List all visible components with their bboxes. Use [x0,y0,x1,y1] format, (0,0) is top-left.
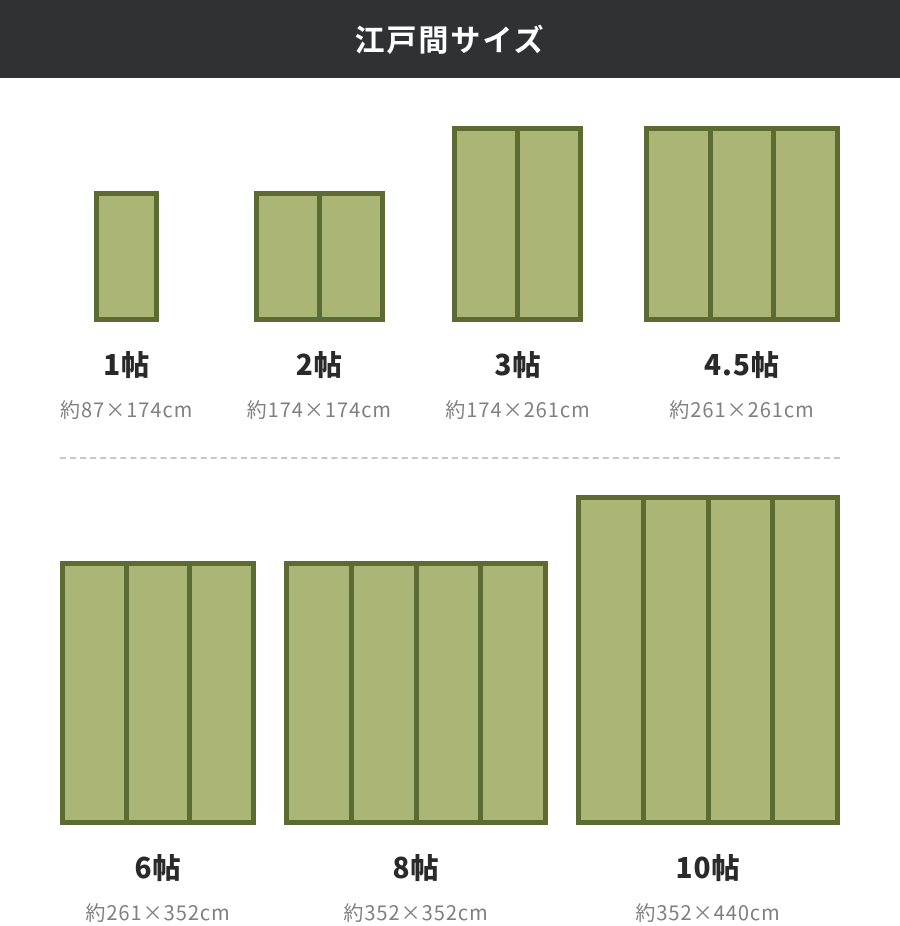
tatami-panel [317,196,380,317]
tatami-diagram [452,126,583,322]
size-label: 3帖 [494,344,541,384]
tatami-diagram [644,126,840,322]
size-dimensions: 約261×352cm [85,897,230,926]
size-dimensions: 約174×174cm [247,394,392,423]
tatami-panel [706,500,771,820]
tatami-panel [414,566,479,820]
tatami-panel [124,566,188,820]
size-item-8jo: 8帖 約352×352cm [284,561,548,926]
tatami-panel [349,566,414,820]
tatami-diagram [284,561,548,825]
size-row-1: 1帖 約87×174cm 2帖 約174×174cm 3帖 約174×261cm… [60,78,840,423]
tatami-panel [708,131,772,317]
size-label: 10帖 [675,847,740,887]
size-item-2jo: 2帖 約174×174cm [247,191,392,423]
size-row-2: 6帖 約261×352cm 8帖 約352×352cm 10帖 約352×440… [60,459,840,926]
size-dimensions: 約352×352cm [343,897,488,926]
tatami-panel [771,131,835,317]
size-label: 8帖 [392,847,439,887]
size-dimensions: 約87×174cm [60,394,193,423]
size-item-6jo: 6帖 約261×352cm [60,561,256,926]
size-dimensions: 約174×261cm [445,394,590,423]
tatami-panel [641,500,706,820]
size-item-10jo: 10帖 約352×440cm [576,495,840,926]
size-label: 2帖 [296,344,343,384]
size-label: 1帖 [103,344,150,384]
size-item-4-5jo: 4.5帖 約261×261cm [644,126,840,423]
size-label: 6帖 [134,847,181,887]
tatami-panel [289,566,349,820]
tatami-diagram [576,495,840,825]
tatami-panel [581,500,641,820]
tatami-panel [65,566,124,820]
page-title: 江戸間サイズ [354,16,545,60]
tatami-panel [457,131,515,317]
tatami-diagram [60,561,256,825]
page-title-bar: 江戸間サイズ [0,0,900,78]
size-dimensions: 約352×440cm [635,897,780,926]
size-label: 4.5帖 [704,344,780,384]
tatami-panel [187,566,251,820]
tatami-diagram [94,191,159,322]
tatami-panel [99,196,154,317]
size-item-1jo: 1帖 約87×174cm [60,191,193,423]
tatami-panel [478,566,543,820]
tatami-diagram [254,191,385,322]
tatami-panel [515,131,578,317]
tatami-panel [649,131,708,317]
tatami-panel [259,196,317,317]
tatami-panel [770,500,835,820]
size-item-3jo: 3帖 約174×261cm [445,126,590,423]
size-chart: 1帖 約87×174cm 2帖 約174×174cm 3帖 約174×261cm… [0,78,900,926]
size-dimensions: 約261×261cm [669,394,814,423]
